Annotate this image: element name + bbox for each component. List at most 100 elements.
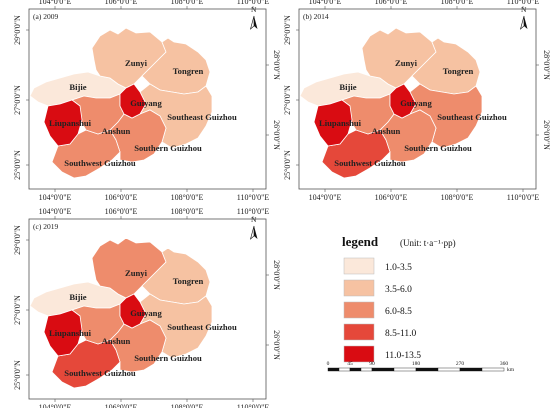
scale-unit: km [507, 367, 515, 373]
region-label-southeast: Southeast Guizhou [437, 112, 507, 122]
y-tick-label: 25°0'0"N [283, 150, 292, 180]
region-label-guiyang: Guiyang [130, 98, 162, 108]
y-tick-label-right: 26°0'0"N [272, 330, 281, 360]
north-arrow-letter: N [251, 5, 257, 14]
scale-segment [415, 367, 439, 372]
region-label-southwest: Southwest Guizhou [64, 368, 136, 378]
north-arrow-left-half [519, 15, 525, 30]
region-label-southwest: Southwest Guizhou [334, 158, 406, 168]
x-tick-label-top: 106°0'0"E [105, 0, 138, 6]
scale-segment [393, 367, 417, 372]
scale-segment [360, 367, 373, 372]
region-label-tongren: Tongren [173, 66, 204, 76]
legend-title: legend [342, 234, 379, 249]
scale-segment [459, 367, 483, 372]
region-label-southern: Southern Guizhou [134, 143, 202, 153]
scale-tick-label: 360 [500, 361, 509, 367]
x-tick-label: 108°0'0"E [441, 193, 474, 202]
region-label-liupanshui: Liupanshui [49, 328, 92, 338]
y-tick-label: 25°0'0"N [13, 150, 22, 180]
region-label-tongren: Tongren [443, 66, 474, 76]
x-tick-label-top: 106°0'0"E [375, 0, 408, 6]
scale-tick-label: 90 [369, 361, 375, 367]
region-label-bijie: Bijie [339, 82, 356, 92]
scale-segment [437, 367, 461, 372]
map-frame [28, 8, 267, 190]
scale-tick-label: 270 [456, 361, 465, 367]
scale-tick-label: 180 [412, 361, 421, 367]
x-tick-label: 108°0'0"E [171, 403, 204, 408]
y-tick-label: 29°0'0"N [283, 15, 292, 45]
region-label-southern: Southern Guizhou [404, 143, 472, 153]
north-arrow-letter: N [251, 215, 257, 224]
region-label-anshun: Anshun [102, 126, 131, 136]
map-frame [28, 218, 267, 400]
region-label-anshun: Anshun [102, 336, 131, 346]
x-tick-label-top: 108°0'0"E [441, 0, 474, 6]
y-tick-label: 29°0'0"N [13, 15, 22, 45]
region-label-zunyi: Zunyi [125, 268, 148, 278]
panel-title: (a) 2009 [33, 12, 58, 21]
north-arrow-letter: N [521, 5, 527, 14]
scale-segment [327, 367, 340, 372]
legend-item-label: 1.0-3.5 [385, 263, 412, 273]
x-tick-label-top: 106°0'0"E [105, 207, 138, 216]
legend: legend (Unit: t·a⁻¹·pp) 1.0-3.5 3.5-6.0 6.0-… [342, 234, 456, 363]
north-arrow-left-half [249, 15, 255, 30]
north-arrow-right-half [524, 16, 528, 29]
x-tick-label: 104°0'0"E [39, 403, 72, 408]
x-tick-label: 106°0'0"E [105, 403, 138, 408]
north-arrow: N [249, 215, 258, 240]
legend-item-label: 11.0-13.5 [385, 351, 421, 361]
region-label-zunyi: Zunyi [395, 58, 418, 68]
map-panel-1: Bijie Zunyi Tongren Southeast Guizhou Southe… [13, 0, 281, 202]
map-panel-2: Bijie Zunyi Tongren Southeast Guizhou Southe… [283, 0, 550, 202]
x-tick-label-top: 104°0'0"E [39, 0, 72, 6]
x-tick-label: 106°0'0"E [375, 193, 408, 202]
y-tick-label: 27°0'0"N [13, 85, 22, 115]
x-tick-label: 110°0'0"E [237, 193, 270, 202]
north-arrow-right-half [254, 16, 258, 29]
region-label-southern: Southern Guizhou [134, 353, 202, 363]
region-label-liupanshui: Liupanshui [319, 118, 362, 128]
legend-swatch [343, 323, 375, 341]
legend-swatch [343, 257, 375, 275]
legend-swatch [343, 345, 375, 363]
y-tick-label-right: 28°0'0"N [272, 50, 281, 80]
legend-swatch [343, 301, 375, 319]
x-tick-label-top: 110°0'0"E [237, 0, 270, 6]
y-tick-label: 29°0'0"N [13, 225, 22, 255]
region-label-southeast: Southeast Guizhou [167, 112, 237, 122]
scale-segment [371, 367, 395, 372]
scale-tick-label: 45 [347, 361, 353, 367]
x-tick-label-top: 108°0'0"E [171, 0, 204, 6]
panel-title: (b) 2014 [303, 12, 329, 21]
y-tick-label: 25°0'0"N [13, 360, 22, 390]
region-label-tongren: Tongren [173, 276, 204, 286]
north-arrow-right-half [254, 226, 258, 239]
scale-segment [349, 367, 362, 372]
legend-item-label: 8.5-11.0 [385, 329, 417, 339]
x-tick-label: 110°0'0"E [507, 193, 540, 202]
x-tick-label: 108°0'0"E [171, 193, 204, 202]
y-tick-label: 27°0'0"N [13, 295, 22, 325]
panel-title: (c) 2019 [33, 222, 58, 231]
region-label-anshun: Anshun [372, 126, 401, 136]
north-arrow-left-half [249, 225, 255, 240]
x-tick-label-top: 104°0'0"E [39, 207, 72, 216]
y-tick-label: 27°0'0"N [283, 85, 292, 115]
region-label-guiyang: Guiyang [130, 308, 162, 318]
x-tick-label-top: 108°0'0"E [171, 207, 204, 216]
legend-swatch [343, 279, 375, 297]
y-tick-label-right: 28°0'0"N [542, 50, 550, 80]
region-label-bijie: Bijie [69, 292, 86, 302]
region-label-liupanshui: Liupanshui [49, 118, 92, 128]
legend-item-label: 3.5-6.0 [385, 285, 412, 295]
y-tick-label-right: 26°0'0"N [542, 120, 550, 150]
legend-item-label: 6.0-8.5 [385, 307, 412, 317]
x-tick-label-top: 110°0'0"E [507, 0, 540, 6]
region-label-southeast: Southeast Guizhou [167, 322, 237, 332]
scale-segment [338, 367, 351, 372]
